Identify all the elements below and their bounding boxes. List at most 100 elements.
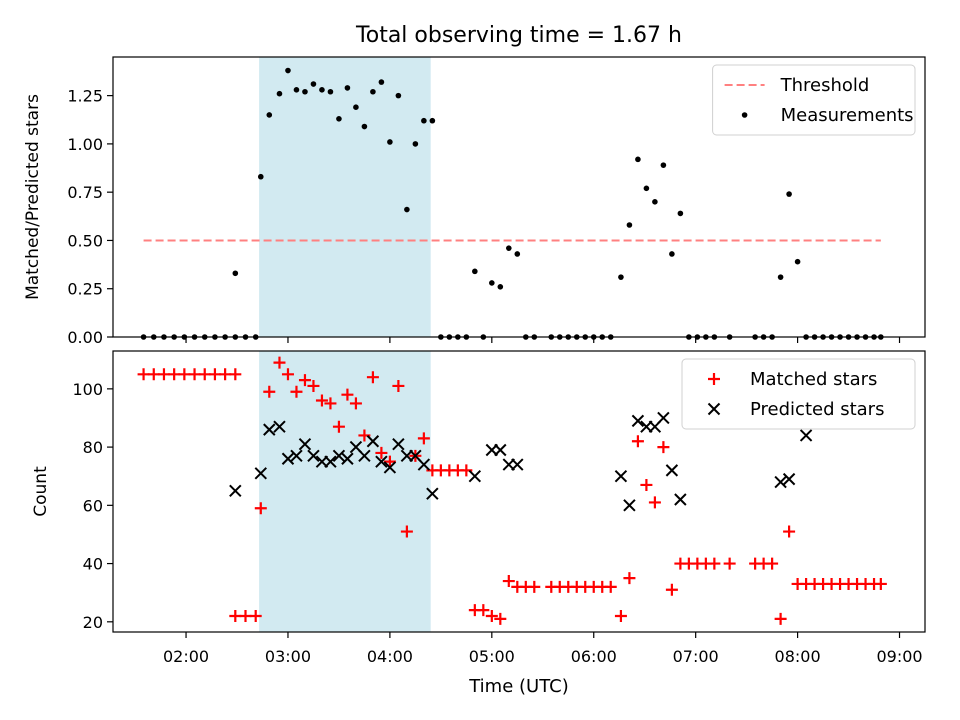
data-point	[485, 609, 498, 622]
data-point	[290, 385, 303, 398]
data-point	[782, 472, 796, 486]
data-point	[168, 368, 181, 381]
legend-swatch	[707, 402, 721, 416]
data-point	[361, 123, 368, 130]
data-point	[232, 270, 239, 277]
y-tick-label: 1.25	[67, 87, 103, 106]
legend: Threshold Measurements	[712, 64, 916, 136]
x-tick-label: 09:00	[876, 647, 922, 666]
data-point	[426, 487, 439, 500]
y-tick-label: 1.00	[67, 135, 103, 154]
data-point	[332, 420, 345, 433]
data-point	[618, 274, 624, 280]
data-point	[412, 141, 419, 147]
legend-label: Measurements	[781, 105, 914, 126]
data-point	[263, 385, 276, 398]
x-tick-label: 07:00	[673, 647, 719, 666]
data-point	[669, 251, 675, 257]
y-tick-label: 60	[83, 496, 103, 515]
data-point	[514, 251, 521, 257]
data-point	[783, 525, 796, 538]
data-point	[708, 557, 721, 570]
data-point	[460, 464, 473, 477]
data-point	[147, 368, 160, 381]
data-point	[358, 449, 371, 463]
y-tick-label: 40	[83, 555, 103, 574]
data-point	[263, 423, 276, 436]
legend-swatch	[708, 373, 720, 385]
data-point	[178, 368, 191, 381]
data-point	[307, 379, 320, 392]
highlight-interval	[259, 57, 431, 337]
data-point	[387, 139, 393, 145]
data-point	[137, 368, 150, 381]
chart-title: Total observing time = 1.67 h	[355, 23, 682, 48]
data-point	[635, 156, 641, 163]
data-point	[674, 493, 687, 506]
data-point	[774, 475, 787, 489]
data-point	[219, 368, 232, 381]
data-point	[298, 437, 312, 451]
data-point	[528, 580, 541, 593]
data-point	[614, 470, 628, 483]
data-point	[766, 557, 779, 570]
x-tick-label: 08:00	[775, 647, 821, 666]
data-point	[665, 583, 678, 596]
legend-label: Predicted stars	[750, 399, 884, 420]
legend-box	[681, 358, 916, 430]
data-point	[366, 371, 379, 384]
data-point	[631, 435, 644, 448]
data-point	[315, 394, 328, 407]
y-tick-label: 100	[72, 380, 103, 399]
data-point	[157, 368, 170, 381]
data-point	[511, 458, 524, 471]
data-point	[383, 455, 396, 468]
data-point	[502, 575, 515, 588]
data-point	[188, 368, 201, 381]
data-point	[395, 92, 402, 99]
data-point	[392, 379, 405, 392]
data-point	[327, 88, 334, 95]
data-point	[290, 449, 303, 463]
y-tick-label: 0.75	[67, 183, 103, 202]
data-point	[254, 467, 267, 480]
data-point	[652, 199, 658, 205]
data-point	[229, 609, 242, 622]
data-point	[281, 368, 294, 381]
y-axis-label: Count	[31, 466, 51, 517]
data-point	[273, 420, 286, 433]
data-point	[336, 115, 342, 122]
data-point	[324, 455, 337, 468]
data-point	[276, 90, 283, 97]
x-tick-label: 05:00	[469, 647, 515, 666]
data-point	[341, 452, 354, 465]
data-point	[257, 173, 264, 180]
data-point	[273, 356, 286, 369]
x-tick-label: 06:00	[571, 647, 617, 666]
highlight-interval	[259, 351, 431, 632]
data-point	[285, 67, 291, 74]
panel-matched-ratio: 0.00 0.25 0.50 0.75 1.00 1.25 Matched/Predicte…	[23, 56, 926, 347]
x-tick-label: 02:00	[163, 647, 209, 666]
x-tick-label: 03:00	[265, 647, 311, 666]
data-point	[660, 162, 667, 168]
data-point	[229, 368, 242, 381]
data-point	[341, 388, 354, 401]
data-point	[723, 557, 736, 570]
data-point	[404, 206, 410, 213]
data-point	[392, 437, 405, 451]
data-point	[319, 87, 325, 93]
data-point	[302, 88, 308, 95]
data-point	[799, 429, 813, 442]
data-point	[208, 368, 221, 381]
data-point	[489, 280, 495, 286]
plot-frame	[112, 350, 926, 633]
plot-frame	[112, 56, 926, 338]
data-point	[623, 572, 636, 585]
data-point	[777, 274, 784, 280]
legend-swatch	[741, 112, 748, 118]
y-tick-label: 0.25	[67, 280, 103, 299]
x-tick-label: 04:00	[367, 647, 413, 666]
data-point	[774, 612, 787, 625]
data-point	[375, 446, 388, 459]
